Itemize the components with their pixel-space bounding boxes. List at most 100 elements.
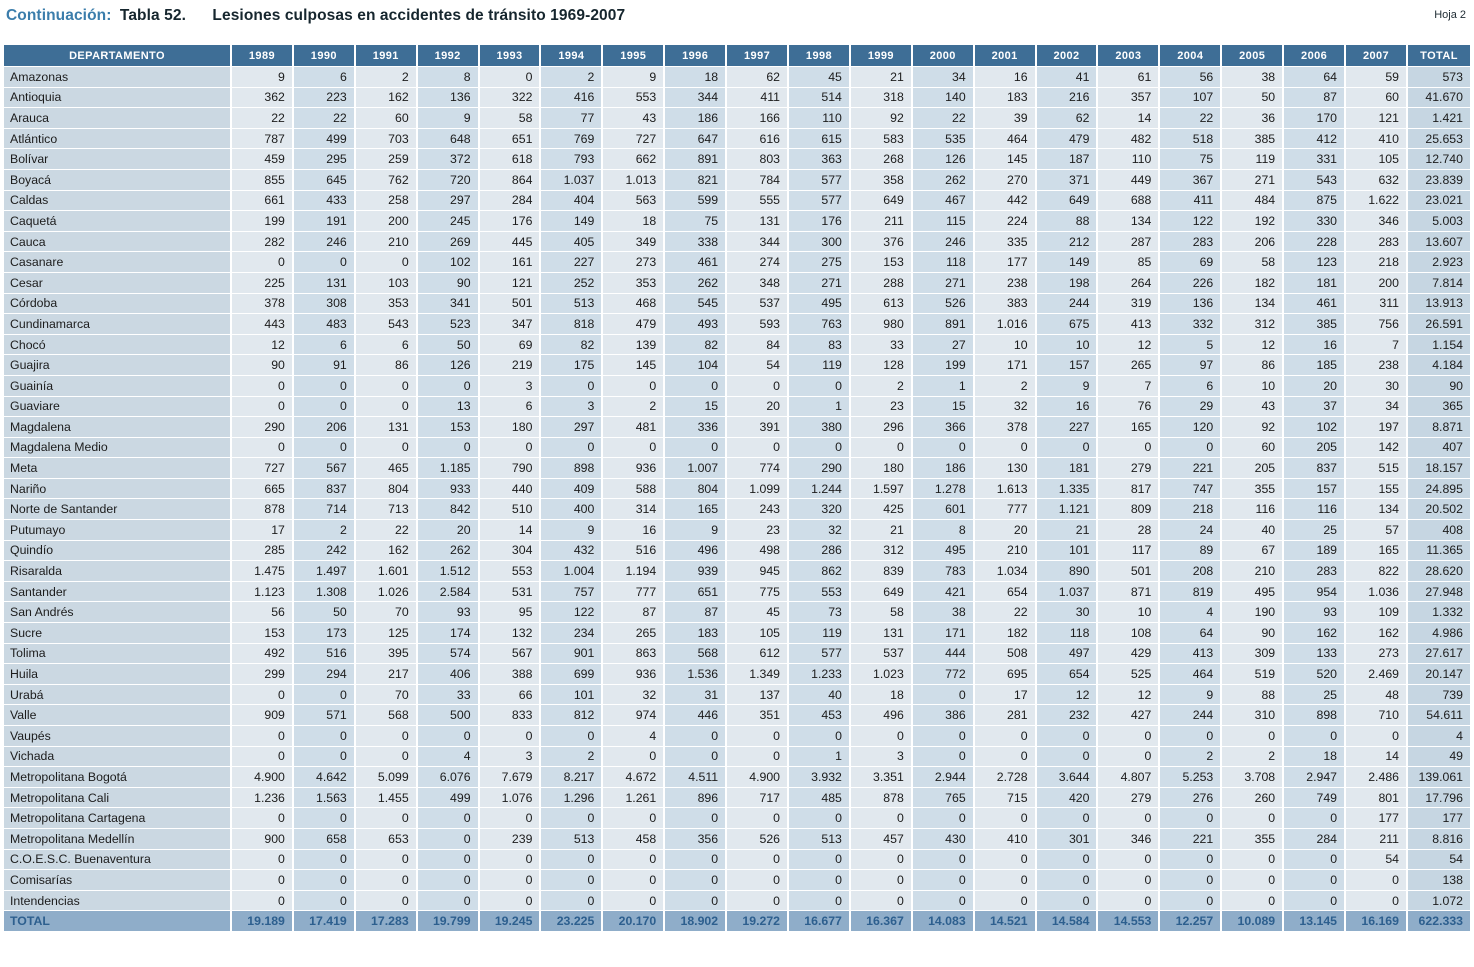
row-total-cell: 1.072 bbox=[1408, 890, 1470, 911]
value-cell: 568 bbox=[665, 643, 726, 664]
value-cell: 134 bbox=[1098, 211, 1159, 231]
table-row: C.O.E.S.C. Buenaventura 0 0 0 0 0 0 0 0 0 0 0 0 0 0 0 0 0… bbox=[4, 849, 1470, 870]
value-cell: 649 bbox=[1036, 190, 1097, 211]
value-cell: 228 bbox=[1284, 231, 1345, 252]
table-row: Metropolitana Cartagena 0 0 0 0 0 0 0 0 0 0 0 0 0 0 0 0 0… bbox=[4, 808, 1470, 828]
value-cell: 299 bbox=[232, 664, 292, 684]
row-total-cell: 25.653 bbox=[1408, 128, 1470, 149]
value-cell: 271 bbox=[789, 272, 849, 293]
value-cell: 8 bbox=[912, 520, 973, 540]
value-cell: 17 bbox=[232, 520, 292, 540]
value-cell: 353 bbox=[603, 272, 664, 293]
value-cell: 57 bbox=[1346, 520, 1406, 540]
value-cell: 433 bbox=[293, 190, 354, 211]
value-cell: 380 bbox=[789, 417, 849, 437]
value-cell: 371 bbox=[1036, 169, 1097, 190]
value-cell: 1.296 bbox=[541, 787, 602, 808]
value-cell: 492 bbox=[232, 643, 292, 664]
value-cell: 87 bbox=[1284, 87, 1345, 108]
value-cell: 0 bbox=[355, 396, 416, 417]
value-cell: 358 bbox=[850, 169, 911, 190]
department-cell: Cesar bbox=[4, 272, 230, 293]
value-cell: 290 bbox=[232, 417, 292, 437]
value-cell: 353 bbox=[355, 293, 416, 314]
value-cell: 197 bbox=[1346, 417, 1406, 437]
value-cell: 495 bbox=[1222, 581, 1283, 602]
value-cell: 784 bbox=[727, 169, 788, 190]
value-cell: 109 bbox=[1346, 602, 1406, 623]
value-cell: 282 bbox=[232, 231, 292, 252]
row-total-cell: 8.871 bbox=[1408, 417, 1470, 437]
value-cell: 32 bbox=[789, 520, 849, 540]
department-cell: Tolima bbox=[4, 643, 230, 664]
department-cell: Valle bbox=[4, 705, 230, 725]
value-cell: 86 bbox=[355, 355, 416, 375]
value-cell: 312 bbox=[850, 540, 911, 561]
value-cell: 516 bbox=[603, 540, 664, 561]
value-cell: 335 bbox=[974, 231, 1035, 252]
value-cell: 809 bbox=[1098, 499, 1159, 520]
value-cell: 136 bbox=[1160, 293, 1221, 314]
value-cell: 62 bbox=[727, 67, 788, 87]
value-cell: 567 bbox=[293, 458, 354, 478]
value-cell: 616 bbox=[727, 128, 788, 149]
value-cell: 0 bbox=[1222, 890, 1283, 911]
value-cell: 21 bbox=[850, 67, 911, 87]
value-cell: 2.584 bbox=[417, 581, 478, 602]
column-total-cell: 19.272 bbox=[727, 911, 788, 932]
grand-total-cell: 622.333 bbox=[1408, 911, 1470, 932]
value-cell: 0 bbox=[417, 890, 478, 911]
value-cell: 88 bbox=[1036, 211, 1097, 231]
value-cell: 0 bbox=[417, 849, 478, 870]
value-cell: 208 bbox=[1160, 561, 1221, 581]
value-cell: 386 bbox=[912, 705, 973, 725]
value-cell: 516 bbox=[293, 643, 354, 664]
value-cell: 1.455 bbox=[355, 787, 416, 808]
value-cell: 246 bbox=[293, 231, 354, 252]
department-cell: Meta bbox=[4, 458, 230, 478]
value-cell: 38 bbox=[912, 602, 973, 623]
row-total-cell: 365 bbox=[1408, 396, 1470, 417]
value-cell: 577 bbox=[789, 643, 849, 664]
value-cell: 378 bbox=[974, 417, 1035, 437]
value-cell: 514 bbox=[789, 87, 849, 108]
value-cell: 0 bbox=[293, 252, 354, 272]
department-cell: Santander bbox=[4, 581, 230, 602]
value-cell: 4.511 bbox=[665, 767, 726, 787]
row-total-cell: 41.670 bbox=[1408, 87, 1470, 108]
value-cell: 12 bbox=[232, 334, 292, 355]
value-cell: 0 bbox=[541, 849, 602, 870]
value-cell: 510 bbox=[479, 499, 540, 520]
row-total-cell: 20.147 bbox=[1408, 664, 1470, 684]
value-cell: 1.335 bbox=[1036, 478, 1097, 499]
value-cell: 0 bbox=[541, 726, 602, 746]
value-cell: 0 bbox=[541, 870, 602, 890]
value-cell: 1.261 bbox=[603, 787, 664, 808]
value-cell: 1.563 bbox=[293, 787, 354, 808]
row-total-cell: 23.021 bbox=[1408, 190, 1470, 211]
value-cell: 67 bbox=[1222, 540, 1283, 561]
value-cell: 243 bbox=[727, 499, 788, 520]
value-cell: 0 bbox=[232, 746, 292, 767]
value-cell: 271 bbox=[912, 272, 973, 293]
value-cell: 191 bbox=[293, 211, 354, 231]
value-cell: 22 bbox=[293, 108, 354, 128]
department-cell: Nariño bbox=[4, 478, 230, 499]
value-cell: 244 bbox=[1160, 705, 1221, 725]
column-total-cell: 10.089 bbox=[1222, 911, 1283, 932]
value-cell: 165 bbox=[1346, 540, 1406, 561]
row-total-cell: 4.986 bbox=[1408, 623, 1470, 643]
value-cell: 537 bbox=[727, 293, 788, 314]
value-cell: 318 bbox=[850, 87, 911, 108]
value-cell: 513 bbox=[541, 293, 602, 314]
value-cell: 314 bbox=[603, 499, 664, 520]
value-cell: 5.099 bbox=[355, 767, 416, 787]
value-cell: 115 bbox=[912, 211, 973, 231]
value-cell: 283 bbox=[1284, 561, 1345, 581]
value-cell: 445 bbox=[479, 231, 540, 252]
value-cell: 0 bbox=[1284, 808, 1345, 828]
row-total-cell: 27.617 bbox=[1408, 643, 1470, 664]
value-cell: 555 bbox=[727, 190, 788, 211]
value-cell: 283 bbox=[1160, 231, 1221, 252]
value-cell: 787 bbox=[232, 128, 292, 149]
